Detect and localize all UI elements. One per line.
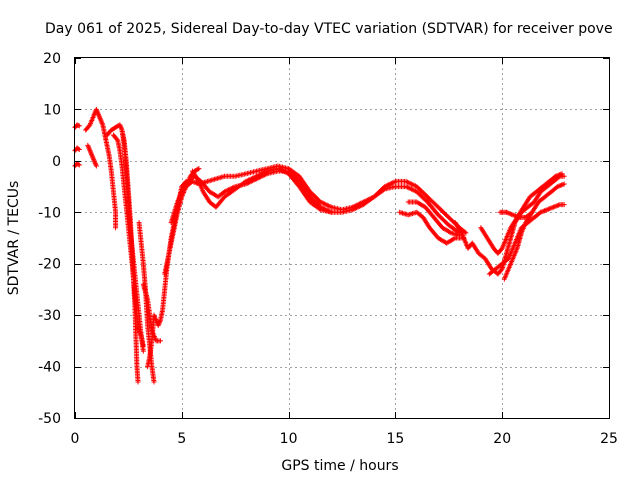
- y-tick-label: -20: [38, 257, 61, 273]
- y-tick-label: 0: [52, 154, 61, 170]
- y-tick-label: -40: [38, 360, 61, 376]
- data-point: [195, 166, 201, 172]
- plot-frame: [74, 57, 610, 419]
- x-tick-label: 10: [280, 431, 298, 447]
- x-tick-label: 15: [386, 431, 404, 447]
- data-point: [75, 122, 81, 128]
- x-axis-label: GPS time / hours: [281, 458, 398, 474]
- data-point: [75, 161, 81, 167]
- chart-title: Day 061 of 2025, Sidereal Day-to-day VTE…: [45, 21, 613, 37]
- y-tick-label: -10: [38, 205, 61, 221]
- data-point: [76, 123, 82, 129]
- data-point: [561, 173, 567, 179]
- data-points: [72, 106, 567, 385]
- x-tick-label: 20: [493, 431, 511, 447]
- axis-ticks: 0 5 10 15 20 25 -50 -40 -30 -20 -10 0 10 20: [38, 51, 618, 447]
- series-s16: [397, 209, 467, 246]
- y-tick-label: 20: [43, 51, 61, 67]
- data-point: [196, 166, 202, 172]
- data-point: [113, 225, 119, 231]
- data-point: [114, 136, 120, 142]
- series-s4: [83, 106, 119, 231]
- data-point: [559, 171, 565, 177]
- series-s15: [189, 166, 334, 215]
- x-tick-label: 25: [600, 431, 618, 447]
- series-s22: [501, 181, 567, 282]
- data-point: [140, 348, 146, 354]
- data-point: [76, 162, 82, 168]
- data-point: [328, 209, 334, 215]
- series-s12: [162, 166, 202, 277]
- series-s5: [85, 142, 99, 169]
- y-tick-label: -30: [38, 308, 61, 324]
- data-point: [75, 146, 81, 152]
- data-point: [157, 338, 163, 344]
- data-point: [463, 230, 469, 236]
- series-s17: [405, 199, 462, 238]
- x-tick-label: 0: [71, 431, 80, 447]
- y-tick-label: 10: [43, 102, 61, 118]
- data-point: [76, 147, 82, 153]
- data-point: [151, 379, 157, 385]
- y-tick-label: -50: [38, 411, 61, 427]
- data-point: [135, 379, 141, 385]
- series-s19: [478, 171, 565, 256]
- x-tick-label: 5: [177, 431, 186, 447]
- data-point: [140, 343, 146, 349]
- data-point: [93, 163, 99, 169]
- data-point: [561, 181, 567, 187]
- series-s8: [119, 127, 146, 349]
- y-axis-label: SDTVAR / TECUs: [6, 181, 22, 296]
- data-point: [561, 202, 567, 208]
